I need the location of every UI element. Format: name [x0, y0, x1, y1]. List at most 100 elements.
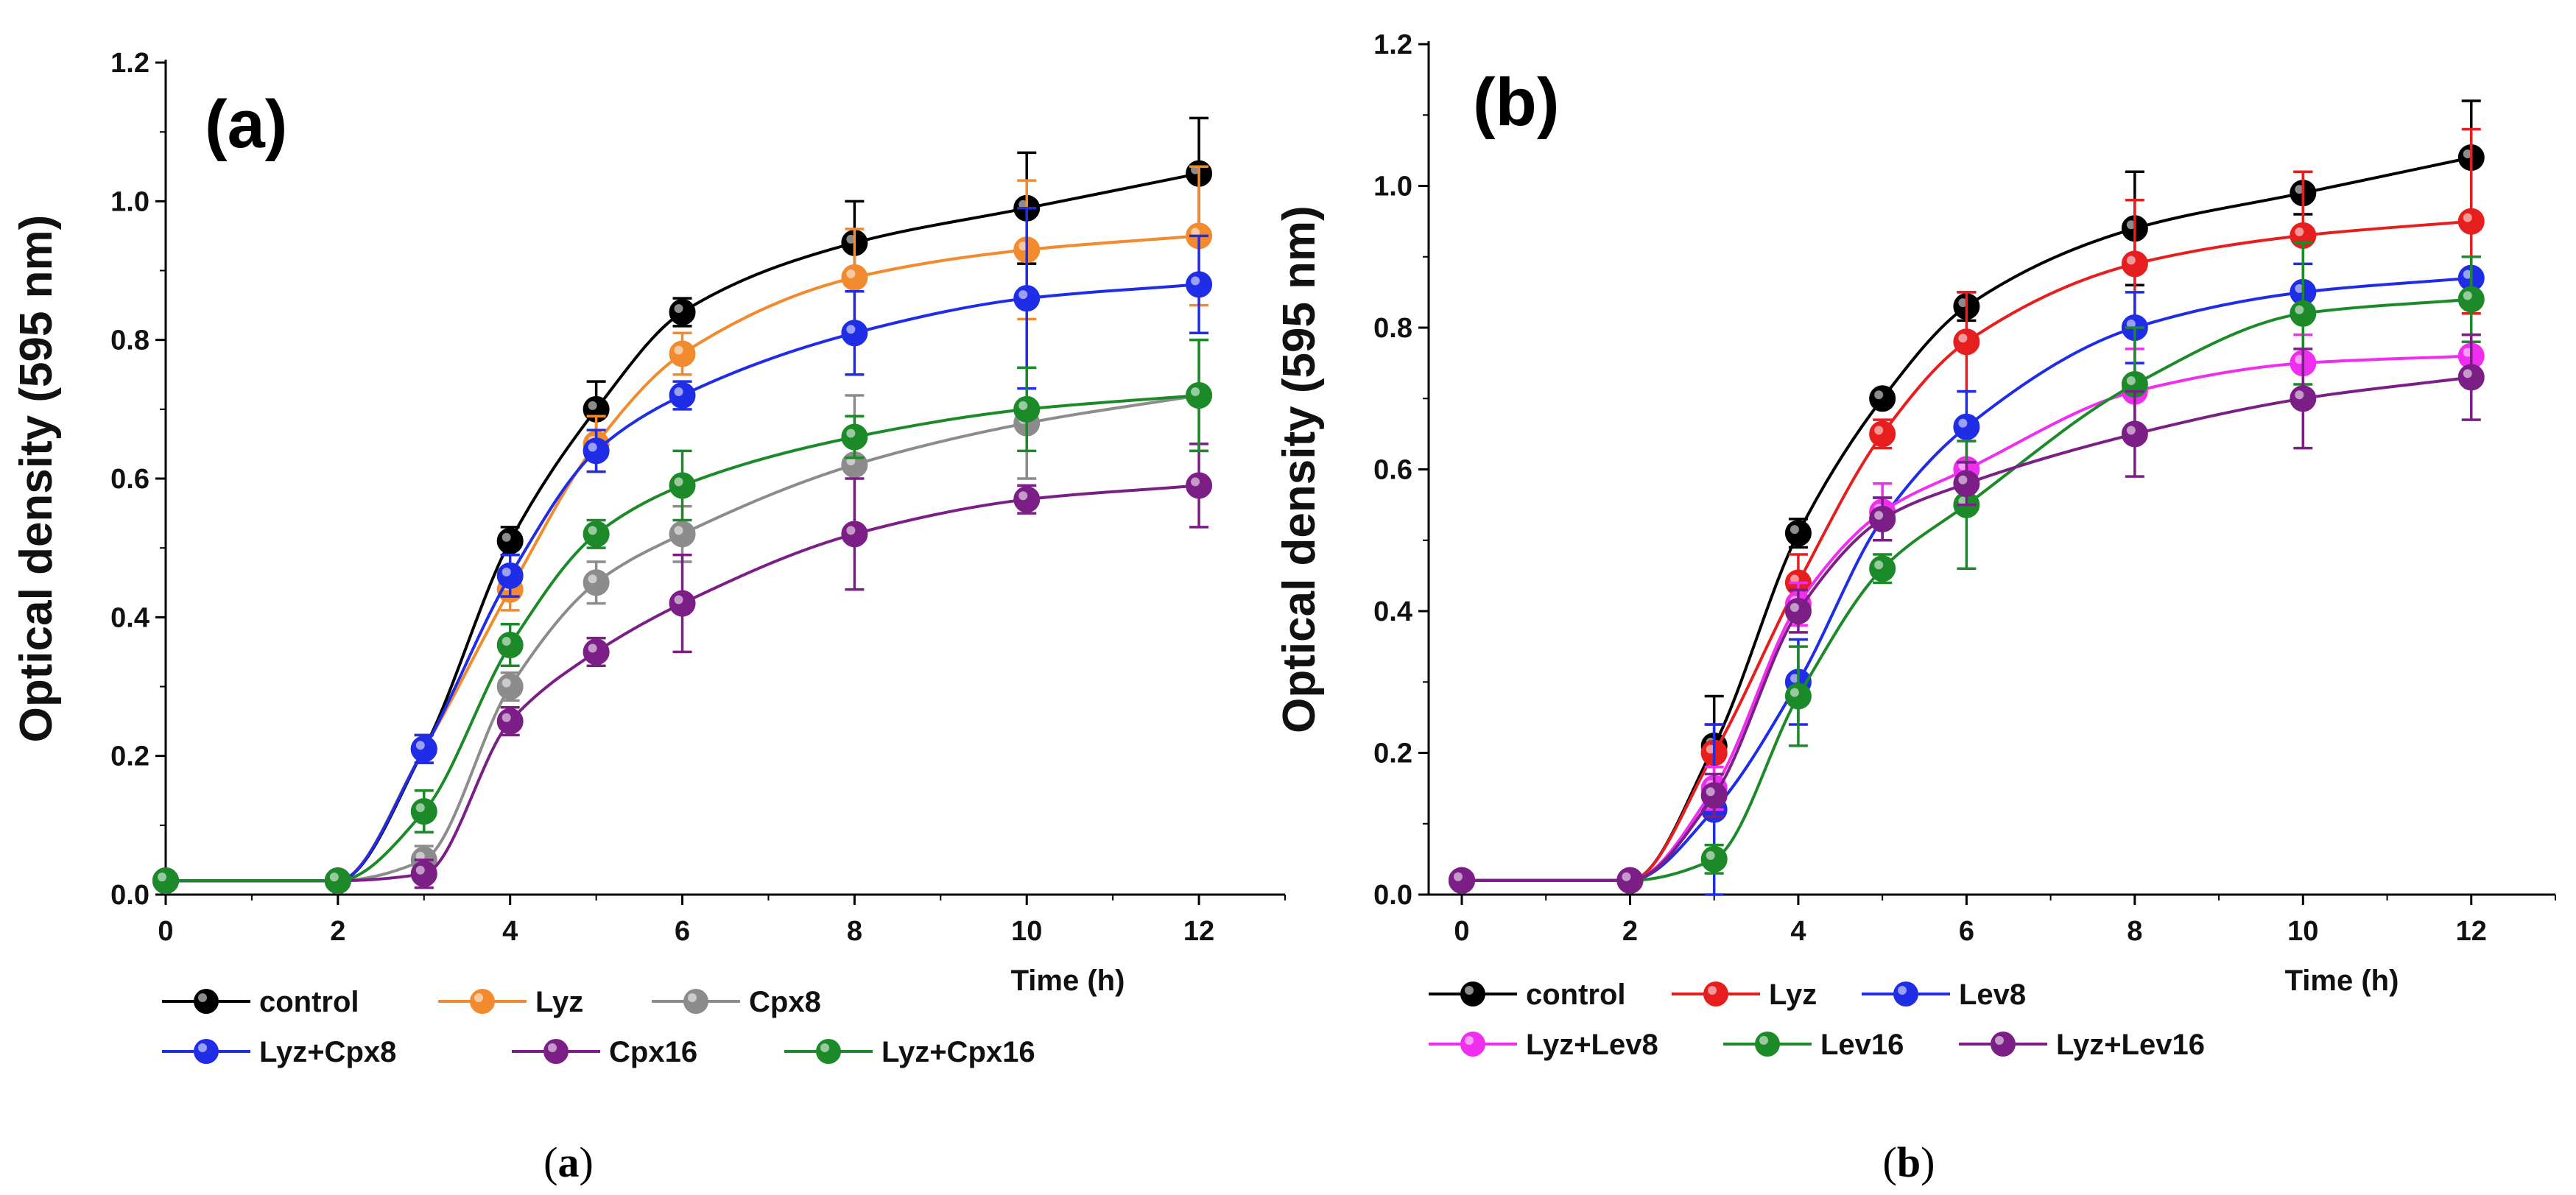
data-point-highlight [2126, 376, 2136, 385]
data-point-highlight [1018, 242, 1028, 251]
legend: control Lyz Cpx8 Lyz+Cpx8 Cpx16 Lyz+Cpx16 [162, 986, 1035, 1068]
legend-label: Cpx16 [609, 1036, 697, 1068]
data-point-highlight [1018, 290, 1028, 300]
data-point-highlight [588, 443, 597, 452]
data-point [841, 320, 868, 347]
y-tick-label: 0.8 [1373, 313, 1412, 344]
data-point-highlight [2126, 220, 2136, 230]
legend-label: Lyz+Cpx8 [259, 1036, 396, 1068]
legend-marker-highlight [688, 993, 697, 1002]
legend-marker [470, 989, 495, 1014]
legend-item: Lyz+Cpx16 [784, 1036, 1035, 1068]
data-point-highlight [1790, 574, 1799, 584]
x-tick-label: 4 [502, 916, 518, 947]
legend: control Lyz Lev8 Lyz+Lev8 Lev16 Lyz+Lev16 [1429, 979, 2205, 1061]
data-point [583, 437, 610, 465]
data-point-highlight [1706, 850, 1715, 860]
data-point-highlight [2126, 426, 2136, 435]
data-point-highlight [2463, 269, 2472, 279]
data-point-highlight [674, 477, 683, 487]
data-point-highlight [1958, 418, 1968, 428]
data-point [2290, 385, 2317, 412]
data-point-highlight [2463, 149, 2472, 158]
caption-paren-close: ) [1921, 1138, 1935, 1186]
legend-marker [683, 989, 708, 1014]
data-point [583, 521, 610, 548]
panel-caption: (a) [543, 1138, 594, 1186]
data-point-highlight [1706, 744, 1715, 754]
y-tick-label: 1.2 [1373, 29, 1412, 60]
x-tick-label: 2 [1622, 916, 1638, 947]
x-tick-label: 2 [330, 916, 345, 947]
data-point-highlight [415, 851, 425, 861]
data-point-highlight [2463, 369, 2472, 378]
data-point [410, 736, 437, 763]
x-tick-label: 6 [675, 916, 690, 947]
data-point-highlight [1790, 674, 1799, 683]
data-point-highlight [674, 387, 683, 396]
data-point [496, 673, 524, 700]
x-tick-label: 10 [2287, 916, 2318, 947]
data-point [1869, 555, 1896, 582]
y-tick-label: 0.4 [110, 602, 149, 633]
data-point-highlight [2126, 320, 2136, 328]
data-point [841, 264, 868, 291]
data-point-highlight [1874, 560, 1884, 570]
caption-paren-close: ) [580, 1138, 594, 1186]
chart-panel-a: 0.0 0.2 0.4 0.6 0.8 1.0 1.2 0 2 4 6 8 10 12 Optical de… [11, 48, 1286, 1186]
data-point [410, 798, 437, 825]
legend-item: control [162, 986, 359, 1018]
data-point-highlight [2295, 283, 2304, 293]
y-tick-label: 1.2 [110, 48, 149, 79]
data-point-highlight [1191, 276, 1200, 286]
y-tick-label: 0.8 [110, 325, 149, 356]
data-point [2457, 286, 2485, 313]
data-point [841, 423, 868, 451]
legend-item: Lyz+Lev16 [1959, 1029, 2205, 1061]
legend-marker-highlight [1465, 986, 1474, 995]
data-point-highlight [846, 429, 856, 438]
data-point-highlight [1874, 390, 1884, 400]
data-point [1013, 395, 1041, 423]
y-axis-title: Optical density (595 nm) [11, 215, 62, 743]
data-point-highlight [1706, 787, 1715, 797]
legend-marker [194, 1039, 219, 1064]
data-point [669, 590, 696, 617]
data-point [1953, 328, 1980, 356]
data-point [1186, 382, 1213, 409]
data-point-highlight [502, 713, 511, 722]
x-tick-label: 6 [1959, 916, 1974, 947]
data-point-highlight [415, 741, 425, 750]
data-point-highlight [1958, 298, 1968, 308]
legend-label: Lyz+Lev16 [2056, 1029, 2205, 1061]
data-point [1013, 285, 1041, 312]
data-point-highlight [1622, 872, 1631, 881]
legend-item: Cpx16 [512, 1036, 697, 1068]
data-point-highlight [1790, 688, 1799, 697]
data-point [1953, 413, 1980, 440]
legend-marker-highlight [1898, 986, 1907, 995]
data-point-highlight [2295, 355, 2304, 364]
data-point-highlight [588, 644, 597, 653]
series-lyz-lev16 [1449, 333, 2485, 894]
data-point-highlight [846, 526, 856, 535]
data-point [2121, 420, 2148, 448]
legend-marker-highlight [1708, 986, 1717, 995]
y-tick-label: 0.6 [1373, 455, 1412, 486]
legend-marker-highlight [198, 993, 207, 1002]
legend-item: Lyz+Lev8 [1429, 1029, 1658, 1061]
data-point [669, 299, 696, 325]
legend-label: Lyz [535, 986, 583, 1018]
data-point [669, 382, 696, 409]
data-point [2457, 208, 2485, 235]
data-point [1784, 683, 1812, 710]
data-point [2457, 364, 2485, 391]
panel-caption: (b) [1883, 1138, 1935, 1186]
data-point-highlight [2463, 213, 2472, 222]
legend-marker-highlight [1995, 1036, 2004, 1045]
data-point [583, 638, 610, 666]
data-point-highlight [502, 532, 511, 542]
data-point [1869, 505, 1896, 532]
y-tick-label: 1.0 [110, 186, 149, 217]
legend-label: Lev8 [1959, 979, 2026, 1011]
